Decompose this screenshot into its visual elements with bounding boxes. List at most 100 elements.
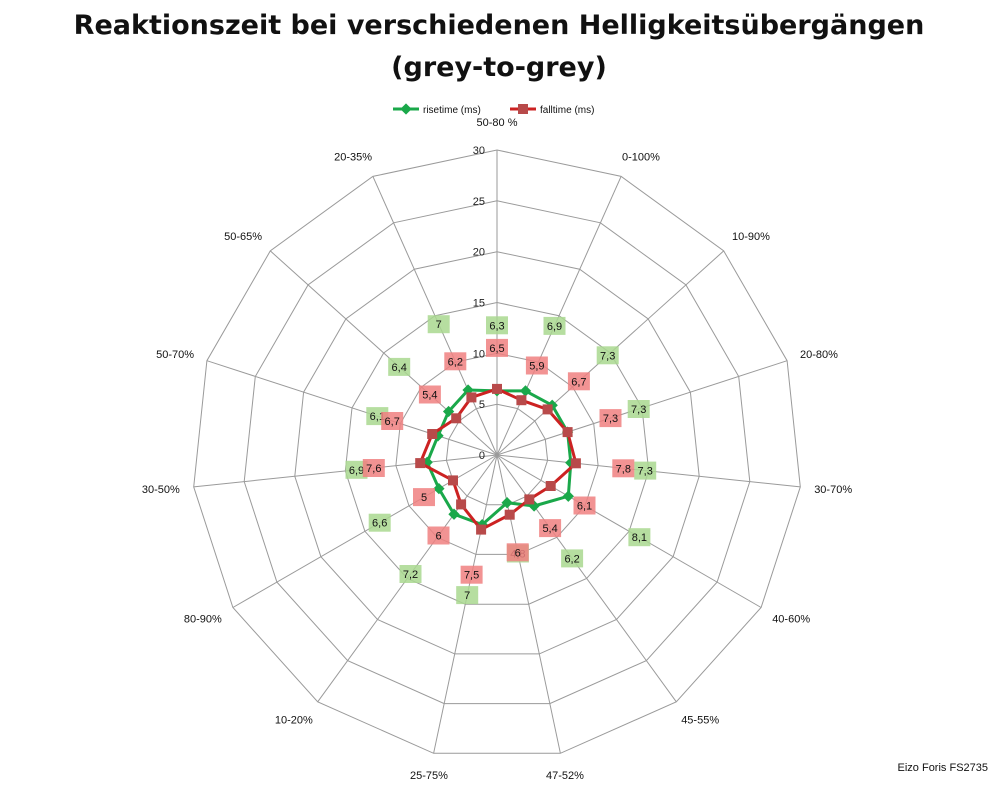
data-label: 6,5	[489, 343, 504, 355]
category-label: 20-35%	[334, 151, 372, 163]
data-point	[451, 413, 462, 424]
data-label: 7,3	[600, 350, 615, 362]
legend: risetime (ms) falltime (ms)	[393, 103, 594, 116]
grid-ring	[395, 352, 599, 555]
data-label: 6,4	[392, 362, 407, 374]
data-point	[448, 508, 460, 520]
category-label: 50-80 %	[477, 117, 518, 129]
data-point	[415, 458, 426, 469]
data-label-bg	[525, 356, 548, 375]
grid-spoke	[206, 360, 498, 456]
data-label-bg	[612, 459, 635, 478]
data-label-bg	[567, 372, 590, 391]
radial-tick-label: 0	[479, 450, 485, 462]
data-label: 6,7	[385, 416, 400, 428]
data-point	[466, 392, 477, 403]
data-label: 7,6	[366, 463, 381, 475]
radial-tick-label: 10	[473, 348, 485, 360]
data-label: 8,1	[632, 532, 647, 544]
data-label-bg	[399, 565, 422, 583]
data-label: 6,2	[564, 553, 579, 565]
grid-ring	[344, 301, 650, 605]
data-label-bg	[427, 526, 450, 545]
data-label: 6,9	[349, 465, 364, 477]
data-point	[476, 524, 487, 535]
source-caption: Eizo Foris FS2735	[897, 762, 988, 774]
grid-spoke	[496, 454, 677, 703]
legend-marker	[400, 103, 412, 115]
data-label: 6,1	[577, 501, 592, 513]
series-1	[415, 383, 581, 535]
data-label: 7	[436, 319, 442, 331]
data-label-bg	[628, 528, 651, 547]
data-point	[456, 499, 467, 510]
category-label: 0-100%	[622, 151, 660, 163]
data-point	[427, 429, 438, 439]
data-label-bg	[418, 385, 441, 404]
data-label-bg	[444, 352, 467, 371]
data-label: 6,3	[489, 320, 504, 332]
legend-label: risetime (ms)	[423, 105, 481, 116]
data-point	[545, 481, 556, 491]
chart-subtitle: (grey-to-grey)	[391, 52, 607, 83]
data-label-bg	[486, 316, 508, 335]
data-label-bg	[634, 461, 657, 480]
data-label: 6,2	[448, 356, 463, 368]
grid-ring	[294, 251, 700, 655]
data-label-bg	[506, 543, 529, 562]
data-label-bg	[388, 357, 411, 376]
data-label: 6	[515, 547, 521, 559]
data-label-bg	[561, 549, 584, 568]
data-label-bg	[596, 346, 619, 365]
category-label: 80-90%	[184, 614, 222, 626]
legend-label: falltime (ms)	[540, 105, 594, 116]
data-label: 7,3	[638, 466, 653, 478]
radar-grid	[193, 149, 801, 754]
chart-title: Reaktionszeit bei verschiedenen Helligke…	[73, 10, 925, 41]
data-label-bg	[460, 565, 483, 584]
radial-tick-label: 15	[473, 298, 485, 310]
data-label: 7,3	[603, 413, 618, 425]
category-label: 10-20%	[275, 715, 313, 727]
data-label-bg	[368, 513, 391, 532]
data-label: 7,5	[464, 570, 479, 582]
data-label: 7,3	[631, 404, 646, 416]
data-point	[492, 383, 502, 394]
category-label: 50-70%	[156, 349, 194, 361]
legend-marker	[518, 104, 528, 114]
data-label: 5,4	[422, 390, 437, 402]
category-label: 25-75%	[410, 770, 448, 782]
data-label-bg	[543, 316, 566, 335]
data-label-bg	[486, 338, 508, 357]
data-label: 6,9	[547, 321, 562, 333]
radial-tick-label: 5	[479, 399, 485, 411]
data-label: 5,4	[542, 523, 557, 535]
data-label: 6,7	[571, 376, 586, 388]
grid-spoke	[193, 454, 498, 488]
data-label-bg	[413, 488, 435, 507]
data-label-bg	[599, 409, 622, 428]
data-point	[542, 404, 553, 415]
data-label: 6,1	[370, 411, 385, 423]
series-line	[418, 387, 578, 532]
category-label: 30-50%	[142, 484, 180, 496]
category-label: 45-55%	[681, 715, 719, 727]
data-point	[562, 427, 573, 438]
grid-ring	[243, 200, 751, 705]
grid-ring	[193, 149, 801, 754]
data-point	[516, 395, 527, 406]
data-point	[524, 494, 535, 505]
data-label-bg	[381, 412, 404, 430]
data-label: 7,2	[403, 569, 418, 581]
category-label: 20-80%	[800, 349, 838, 361]
data-label: 7,8	[616, 463, 631, 475]
data-point	[519, 385, 532, 397]
category-label: 10-90%	[732, 231, 770, 243]
data-label-bg	[456, 586, 479, 605]
data-label: 6,6	[372, 518, 387, 530]
grid-spoke	[496, 176, 622, 456]
data-label: 5,9	[529, 361, 544, 373]
category-label: 30-70%	[814, 484, 852, 496]
data-label: 6	[435, 531, 441, 543]
